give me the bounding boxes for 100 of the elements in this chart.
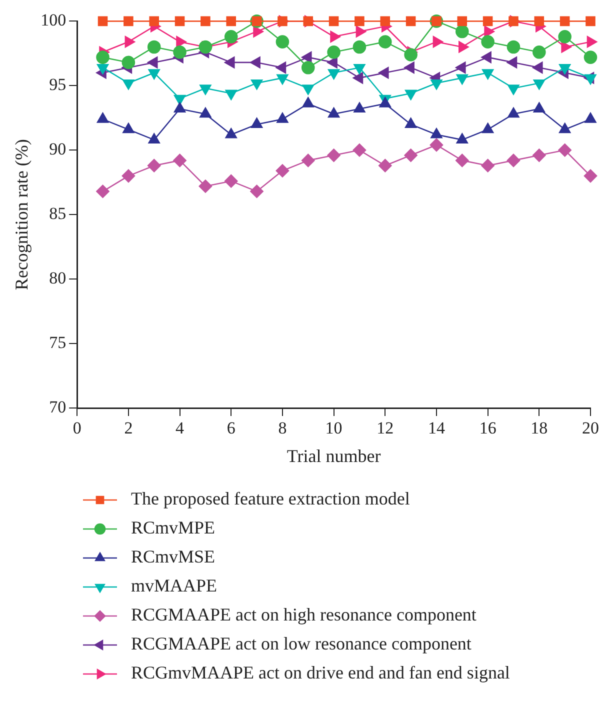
point [122, 122, 134, 134]
point [149, 16, 160, 26]
x-tick-label: 18 [530, 418, 548, 438]
point [98, 16, 108, 26]
point [404, 148, 418, 162]
x-tick-label: 14 [428, 418, 446, 438]
x-tick-label: 4 [176, 418, 185, 438]
point [404, 118, 417, 128]
point [96, 184, 110, 198]
y-tick-label: 100 [40, 10, 66, 30]
point [173, 45, 186, 59]
point [124, 16, 134, 26]
point [506, 40, 520, 54]
point [327, 148, 340, 162]
point [558, 122, 571, 134]
point [481, 35, 494, 48]
point [200, 107, 212, 118]
point [533, 102, 546, 113]
point [430, 138, 444, 152]
point [430, 128, 442, 138]
y-tick-label: 85 [49, 204, 66, 224]
point [404, 62, 414, 74]
point [176, 36, 186, 48]
point [584, 50, 598, 64]
point [301, 154, 315, 168]
point [301, 60, 315, 74]
point [278, 16, 288, 26]
point [456, 154, 469, 168]
point [380, 16, 390, 26]
x-tick-label: 2 [124, 418, 133, 438]
point [122, 169, 136, 183]
x-tick-label: 0 [72, 418, 82, 438]
point [96, 50, 110, 64]
point [506, 154, 520, 168]
point [200, 16, 210, 26]
y-tick-label: 90 [49, 140, 66, 159]
legend-label: RCGmvMAAPE act on drive end and fan end signal [131, 662, 510, 683]
point [224, 30, 238, 44]
point [354, 102, 366, 113]
point [508, 107, 520, 118]
point [122, 56, 136, 70]
x-axis-title: Trial number [286, 446, 381, 466]
point [250, 184, 264, 198]
point [456, 62, 466, 74]
point [456, 133, 468, 144]
point [328, 16, 339, 26]
y-tick-label: 95 [49, 75, 66, 94]
point [584, 169, 598, 183]
point [276, 164, 290, 178]
point [481, 158, 494, 172]
point [456, 24, 469, 38]
point [404, 48, 418, 62]
point [379, 97, 391, 108]
point [276, 112, 288, 123]
x-tick-label: 10 [325, 418, 342, 438]
point [532, 62, 543, 74]
point [148, 133, 160, 144]
y-tick-label: 80 [49, 268, 66, 288]
point [124, 36, 136, 48]
legend-label: mvMAAPE [131, 576, 218, 596]
point [378, 35, 392, 48]
point [481, 51, 492, 64]
point [457, 16, 468, 26]
y-axis-title: Recognition rate (%) [12, 139, 32, 290]
legend-label: RCGMAAPE act on low resonance component [131, 634, 472, 654]
y-tick-label: 75 [49, 333, 66, 352]
point [253, 26, 264, 38]
point [328, 107, 340, 118]
point [352, 143, 366, 157]
point [506, 56, 518, 68]
point [198, 40, 212, 54]
point [198, 180, 212, 193]
point [147, 158, 161, 172]
legend-label: The proposed feature extraction model [131, 488, 410, 509]
point [225, 128, 237, 138]
point [558, 143, 572, 157]
point [276, 62, 286, 74]
point [327, 56, 338, 68]
point [584, 112, 596, 123]
x-tick-label: 12 [376, 418, 394, 438]
point [224, 174, 238, 188]
point [532, 148, 546, 162]
point [586, 16, 596, 26]
point [558, 30, 572, 44]
point [174, 102, 186, 113]
legend-label: RCGMAAPE act on high resonance component [131, 604, 476, 625]
point [226, 16, 236, 26]
point [174, 16, 185, 26]
x-tick-label: 20 [582, 418, 599, 438]
point [96, 112, 109, 123]
point [560, 16, 570, 26]
point [378, 158, 392, 172]
point [534, 16, 544, 26]
point [482, 16, 493, 26]
point [327, 45, 340, 59]
legend-label: RCmvMPE [131, 518, 216, 538]
point [302, 97, 314, 108]
x-tick-label: 6 [226, 418, 236, 438]
point [352, 72, 364, 84]
y-tick-label: 70 [49, 397, 66, 416]
